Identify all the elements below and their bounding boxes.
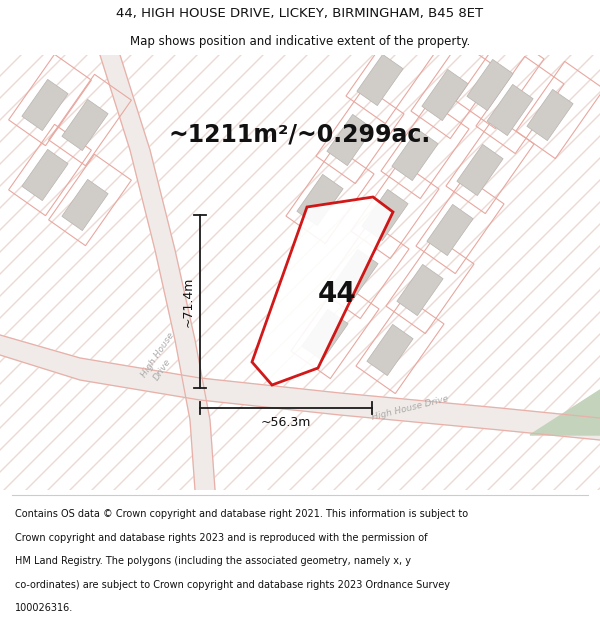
Polygon shape	[302, 309, 348, 361]
Polygon shape	[362, 189, 408, 241]
Polygon shape	[487, 84, 533, 136]
Polygon shape	[527, 89, 573, 141]
Text: ~1211m²/~0.299ac.: ~1211m²/~0.299ac.	[169, 123, 431, 147]
Text: HM Land Registry. The polygons (including the associated geometry, namely x, y: HM Land Registry. The polygons (includin…	[15, 556, 411, 566]
Polygon shape	[367, 324, 413, 376]
Polygon shape	[392, 129, 438, 181]
Polygon shape	[332, 249, 378, 301]
Text: Crown copyright and database rights 2023 and is reproduced with the permission o: Crown copyright and database rights 2023…	[15, 532, 427, 542]
Text: 100026316.: 100026316.	[15, 603, 73, 613]
Polygon shape	[327, 114, 373, 166]
Text: Contains OS data © Crown copyright and database right 2021. This information is : Contains OS data © Crown copyright and d…	[15, 509, 468, 519]
Text: 44, HIGH HOUSE DRIVE, LICKEY, BIRMINGHAM, B45 8ET: 44, HIGH HOUSE DRIVE, LICKEY, BIRMINGHAM…	[116, 8, 484, 20]
Text: ~56.3m: ~56.3m	[261, 416, 311, 429]
Polygon shape	[457, 144, 503, 196]
Polygon shape	[297, 174, 343, 226]
Polygon shape	[22, 79, 68, 131]
Text: Drive: Drive	[152, 357, 172, 382]
Polygon shape	[252, 197, 393, 385]
Text: 44: 44	[318, 279, 356, 308]
Polygon shape	[467, 59, 513, 111]
Polygon shape	[62, 179, 108, 231]
Text: High House Drive: High House Drive	[371, 394, 449, 422]
Polygon shape	[422, 69, 468, 121]
Polygon shape	[357, 54, 403, 106]
Polygon shape	[530, 390, 600, 435]
Polygon shape	[427, 204, 473, 256]
Polygon shape	[0, 335, 600, 440]
Polygon shape	[100, 55, 215, 490]
Polygon shape	[22, 149, 68, 201]
Text: co-ordinates) are subject to Crown copyright and database rights 2023 Ordnance S: co-ordinates) are subject to Crown copyr…	[15, 580, 450, 590]
Polygon shape	[62, 99, 108, 151]
Polygon shape	[397, 264, 443, 316]
Text: Map shows position and indicative extent of the property.: Map shows position and indicative extent…	[130, 35, 470, 48]
Text: High House: High House	[140, 331, 176, 379]
Text: ~71.4m: ~71.4m	[182, 276, 194, 327]
